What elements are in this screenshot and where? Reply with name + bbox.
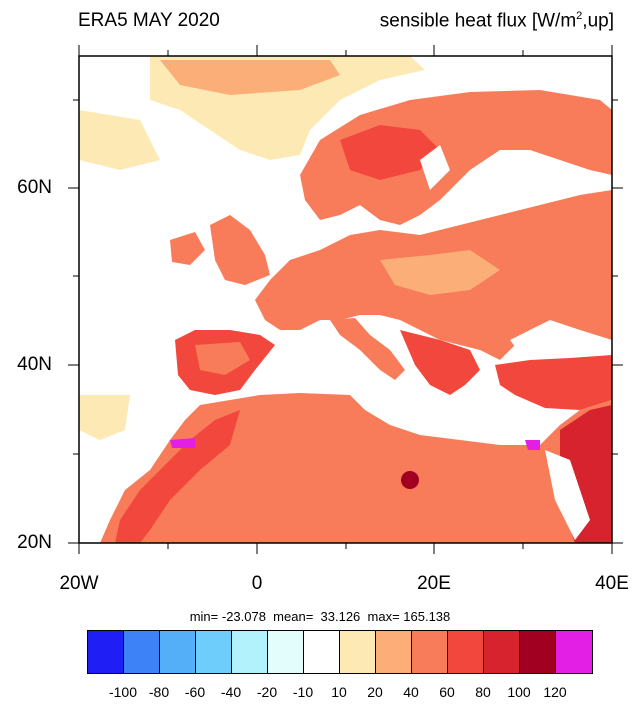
colorbar-swatch [304,631,340,673]
colorbar-label: -60 [184,684,206,700]
moderate-flux-patch-north [160,60,340,95]
iberia-interior [195,342,250,375]
colorbar-swatch [160,631,196,673]
hot-spot-morocco [170,438,195,448]
lon-label-0: 0 [251,573,263,594]
colorbar-swatch [268,631,304,673]
colorbar-swatch [484,631,520,673]
stats-line: min= -23.078 mean= 33.126 max= 165.138 [189,609,451,624]
balkans [400,330,480,395]
colorbar-label: -10 [292,684,314,700]
colorbar-label: 40 [403,684,419,700]
colorbar-swatch [340,631,376,673]
baltic-gulf [420,145,450,190]
colorbar-swatch [232,631,268,673]
colorbar-swatch [196,631,232,673]
colorbar-label: 100 [507,684,531,700]
light-flux-region-west [79,110,160,170]
anatolia [495,355,612,410]
colorbar-swatch [376,631,412,673]
light-flux-atlantic [79,395,130,440]
lat-label-40n: 40N [17,354,52,375]
lon-label-40e: 40E [595,573,629,594]
flux-map [68,45,623,554]
red-sea [545,450,590,540]
colorbar-label: 10 [331,684,347,700]
colorbar-swatch [412,631,448,673]
lon-label-20w: 20W [59,573,99,594]
central-europe-moderate [380,250,500,295]
western-sahara-high [115,410,240,543]
colorbar [87,630,593,674]
lat-ticks [68,99,623,544]
variable-title-superscript: 2 [576,10,583,22]
hot-spot-libya [401,471,419,489]
variable-title: sensible heat flux [W/m2,up] [380,10,614,32]
lon-ticks [78,45,613,554]
colorbar-label: -100 [108,684,138,700]
colorbar-swatch [556,631,592,673]
colorbar-label: 120 [543,684,567,700]
colorbar-label: 60 [439,684,455,700]
colorbar-label: -20 [256,684,278,700]
ireland [170,232,205,265]
black-sea [510,325,600,360]
lon-label-20e: 20E [417,573,451,594]
scandinavia-high-flux [340,125,440,180]
italy [330,318,405,380]
variable-title-suffix: ,up] [582,10,614,32]
scandinavia-land [300,90,612,225]
hot-spot-nile-delta [525,440,540,450]
colorbar-swatch [520,631,556,673]
lat-label-20n: 20N [17,532,52,553]
colorbar-swatch [448,631,484,673]
map-title: ERA5 MAY 2020 [78,10,220,31]
colorbar-label: -40 [220,684,242,700]
colorbar-label: 20 [367,684,383,700]
variable-title-text: sensible heat flux [W/m [379,10,577,32]
lat-label-60n: 60N [17,177,52,198]
colorbar-label: 80 [475,684,491,700]
colorbar-swatch [124,631,160,673]
great-britain [210,215,270,285]
colorbar-swatch [88,631,124,673]
colorbar-label: -80 [148,684,170,700]
